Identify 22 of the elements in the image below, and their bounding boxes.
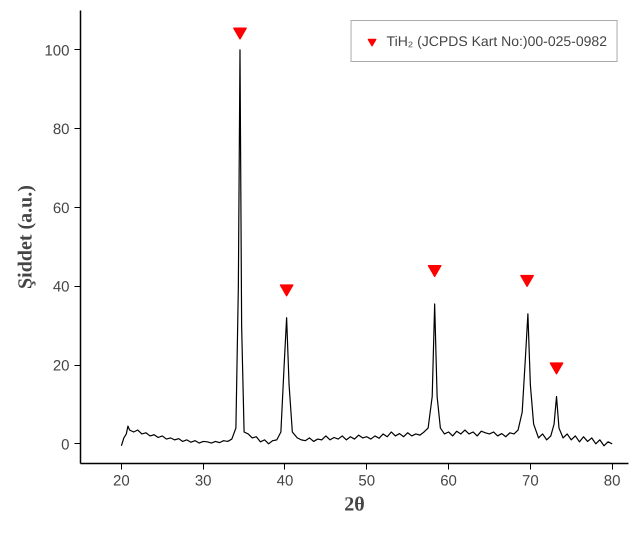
point [428, 265, 442, 278]
x-tick-label: 60 [440, 472, 457, 490]
y-tick-label: 80 [52, 121, 70, 138]
point [280, 284, 294, 297]
x-axis-title: 2θ [344, 494, 365, 516]
x-tick-label: 70 [522, 472, 539, 490]
y-axis-title: Şiddet (a.u.) [14, 185, 36, 289]
point [232, 28, 247, 40]
y-tick-label: 40 [52, 278, 70, 296]
x-tick-label: 80 [604, 472, 620, 490]
line-series [120, 49, 613, 446]
y-tick-label: 0 [61, 436, 70, 454]
point [550, 362, 564, 375]
x-tick-label: 40 [276, 472, 294, 490]
x-tick-label: 20 [113, 472, 130, 490]
point [520, 274, 534, 288]
y-tick-label: 100 [44, 42, 70, 60]
legend-label: TiH₂ (JCPDS Kart No:)00-025-0982 [386, 33, 607, 49]
x-tick-label: 50 [358, 472, 376, 490]
x-tick-label: 30 [194, 472, 212, 490]
y-tick-label: 60 [52, 200, 70, 217]
y-tick-label: 20 [52, 358, 70, 375]
